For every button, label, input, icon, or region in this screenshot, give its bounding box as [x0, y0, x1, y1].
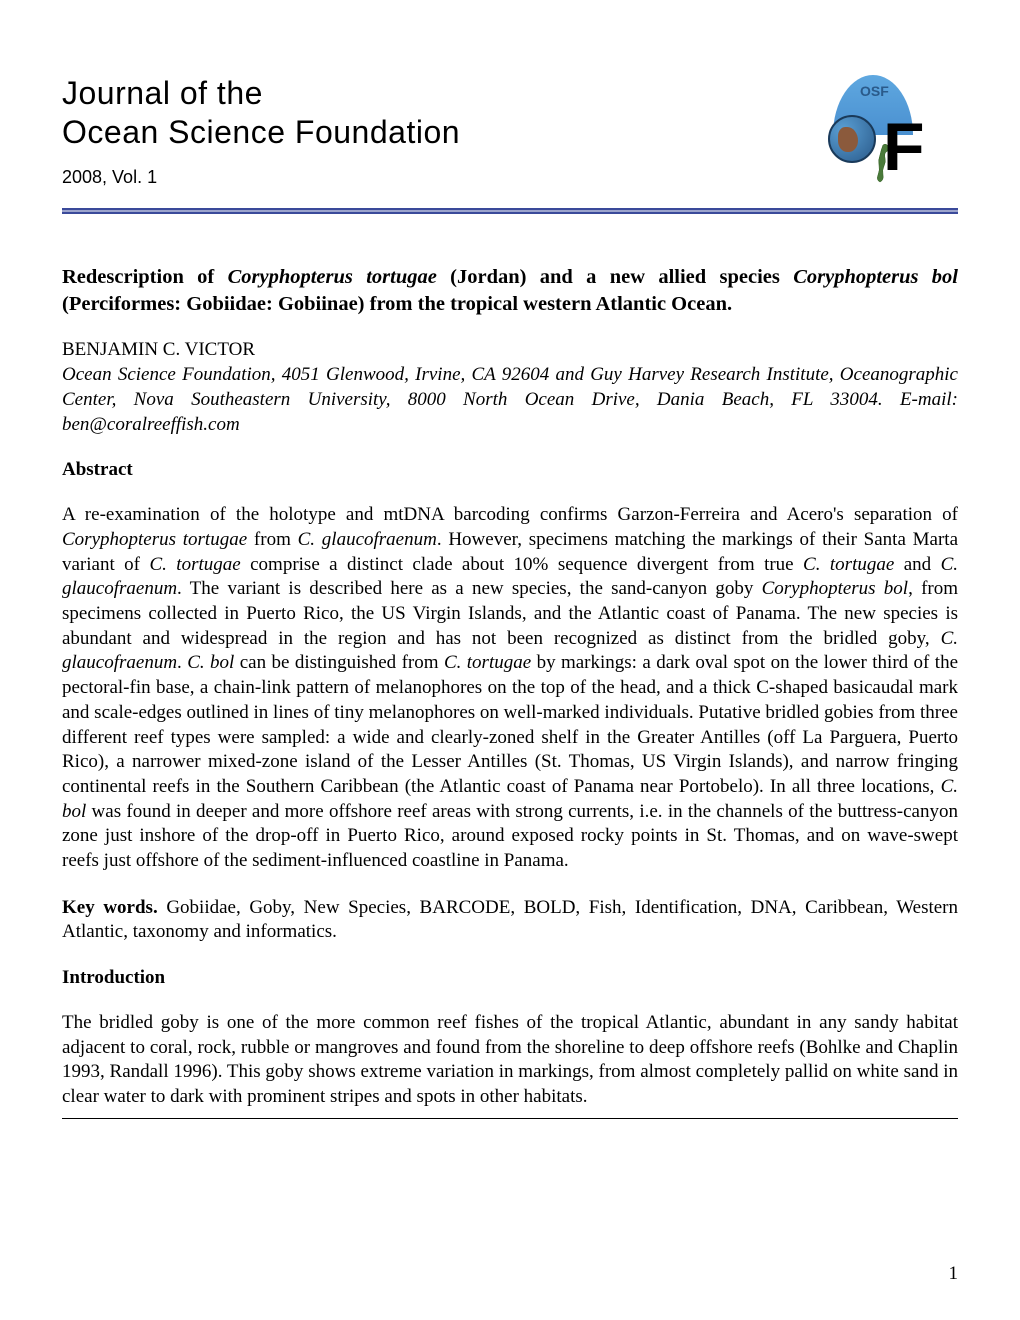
title-species-1: Coryphopterus tortugae — [228, 266, 437, 288]
article-title: Redescription of Coryphopterus tortugae … — [62, 264, 958, 317]
introduction-heading: Introduction — [62, 967, 958, 989]
author-name: BENJAMIN C. VICTOR — [62, 339, 958, 361]
title-text-1: Redescription of — [62, 266, 228, 288]
abstract-text-9: can be distinguished from — [234, 652, 444, 673]
abstract-text-8: . — [177, 652, 187, 673]
introduction-paragraph: The bridled goby is one of the more comm… — [62, 1011, 958, 1110]
abstract-text-2: from — [247, 529, 297, 550]
journal-title-line2: Ocean Science Foundation — [62, 114, 460, 151]
author-affiliation: Ocean Science Foundation, 4051 Glenwood,… — [62, 363, 958, 437]
abstract-text-10: by markings: a dark oval spot on the low… — [62, 652, 958, 796]
osf-logo: OSF F — [808, 75, 958, 190]
abstract-text-1: A re-examination of the holotype and mtD… — [62, 504, 958, 525]
keywords-label: Key words. — [62, 897, 158, 918]
header-divider — [62, 208, 958, 214]
abstract-heading: Abstract — [62, 459, 958, 481]
logo-osf-label: OSF — [860, 83, 889, 99]
abstract-italic-1: Coryphopterus tortugae — [62, 529, 247, 550]
title-text-2: (Jordan) and a new allied species — [437, 266, 793, 288]
abstract-italic-3: C. tortugae — [149, 554, 240, 575]
abstract-text-4: comprise a distinct clade about 10% sequ… — [241, 554, 803, 575]
abstract-paragraph: A re-examination of the holotype and mtD… — [62, 503, 958, 873]
abstract-italic-6: Coryphopterus bol — [762, 578, 909, 599]
abstract-text-5: and — [894, 554, 940, 575]
page-header: Journal of the Ocean Science Foundation … — [62, 75, 958, 190]
footer-divider — [62, 1118, 958, 1119]
abstract-text-6: . The variant is described here as a new… — [177, 578, 762, 599]
title-species-2: Coryphopterus bol — [793, 266, 958, 288]
abstract-italic-2: C. glaucofraenum — [298, 529, 437, 550]
title-text-3: (Perciformes: Gobiidae: Gobiinae) from t… — [62, 293, 732, 315]
abstract-italic-9: C. tortugae — [444, 652, 531, 673]
abstract-italic-8: C. bol — [187, 652, 234, 673]
journal-title-block: Journal of the Ocean Science Foundation … — [62, 75, 460, 188]
logo-f-letter: F — [883, 113, 925, 181]
page-number: 1 — [949, 1263, 959, 1285]
journal-title-line1: Journal of the — [62, 75, 460, 112]
keywords-paragraph: Key words. Gobiidae, Goby, New Species, … — [62, 896, 958, 945]
abstract-italic-4: C. tortugae — [803, 554, 894, 575]
keywords-text: Gobiidae, Goby, New Species, BARCODE, BO… — [62, 897, 958, 943]
abstract-text-11: was found in deeper and more offshore re… — [62, 801, 958, 871]
volume-info: 2008, Vol. 1 — [62, 167, 460, 188]
